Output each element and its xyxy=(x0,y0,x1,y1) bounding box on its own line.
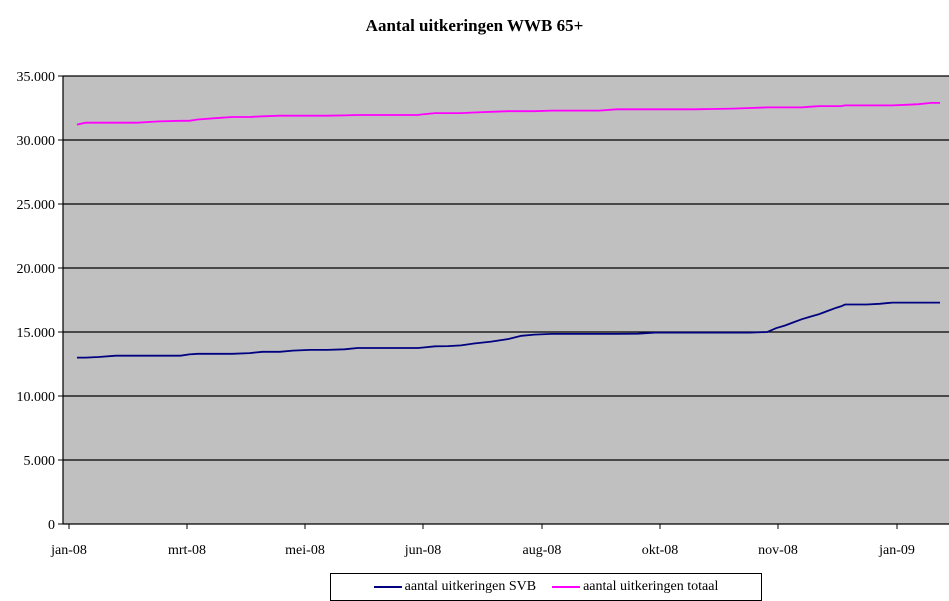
x-tick-label-7: jan-09 xyxy=(878,543,915,558)
legend-swatch-totaal xyxy=(552,586,581,588)
x-tick-label-2: mei-08 xyxy=(285,543,325,558)
legend-swatch-svb xyxy=(373,586,402,588)
legend: aantal uitkeringen SVB aantal uitkeringe… xyxy=(330,573,762,601)
y-tick-label-0: 0 xyxy=(48,518,55,533)
y-tick-label-3: 15.000 xyxy=(17,326,56,341)
series-line-1 xyxy=(76,102,940,126)
x-tick-label-4: aug-08 xyxy=(523,543,562,558)
legend-label-svb: aantal uitkeringen SVB xyxy=(404,579,537,594)
x-tick-label-0: jan-08 xyxy=(50,543,87,558)
y-tick-label-1: 5.000 xyxy=(24,454,56,469)
y-tick-label-2: 10.000 xyxy=(17,390,56,405)
x-tick-label-1: mrt-08 xyxy=(168,543,206,558)
series-line-0 xyxy=(77,301,940,359)
x-tick-label-3: jun-08 xyxy=(404,543,442,558)
y-tick-label-7: 35.000 xyxy=(17,70,56,85)
y-tick-label-5: 25.000 xyxy=(17,198,56,213)
chart-title: Aantal uitkeringen WWB 65+ xyxy=(365,16,584,35)
x-tick-label-5: okt-08 xyxy=(642,543,679,558)
y-tick-label-6: 30.000 xyxy=(17,134,56,149)
y-tick-label-4: 20.000 xyxy=(17,262,56,277)
x-tick-label-6: nov-08 xyxy=(758,543,798,558)
legend-label-totaal: aantal uitkeringen totaal xyxy=(583,579,719,594)
legend-item-totaal: aantal uitkeringen totaal xyxy=(552,579,718,595)
legend-item-svb: aantal uitkeringen SVB xyxy=(373,579,537,595)
plot-area xyxy=(63,76,949,524)
